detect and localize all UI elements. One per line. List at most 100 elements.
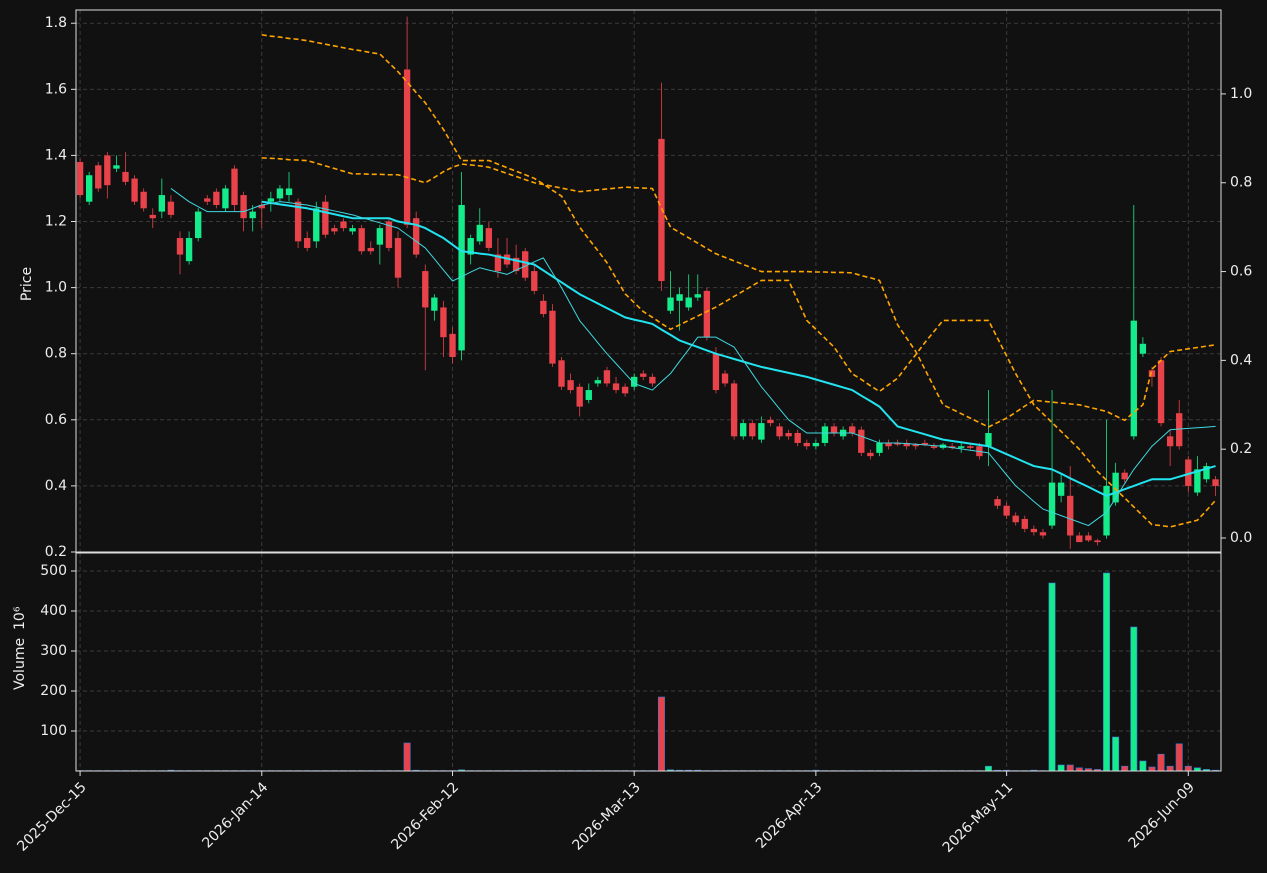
volume-bar [1103, 572, 1111, 772]
y2-tick-label: 0.8 [1230, 175, 1252, 191]
candle-body [849, 426, 856, 434]
candle-body [431, 297, 438, 311]
candle-body [185, 238, 193, 262]
candle-body [985, 433, 992, 447]
candle-body [204, 198, 211, 202]
volume-bar [1057, 764, 1065, 772]
candle-body [104, 155, 111, 186]
x-tick-label: 2026-Feb-12 [388, 779, 462, 853]
candle-body [485, 228, 493, 248]
volume-panel-frame [75, 552, 1222, 772]
indicator-line [261, 157, 1216, 428]
candle-body [694, 294, 701, 298]
candle-body [1148, 370, 1156, 377]
candle-body [331, 228, 338, 232]
y-tick-label: 1.8 [45, 15, 67, 31]
candle-body [140, 191, 147, 209]
candle-body [267, 198, 275, 202]
y2-tick-label: 0.0 [1230, 530, 1252, 546]
candle-body [594, 380, 602, 384]
volume-bar [1066, 764, 1074, 772]
candle-body [712, 353, 720, 391]
candle-body [258, 204, 265, 209]
candle-body [358, 228, 365, 252]
volume-bar [1139, 760, 1147, 772]
candle-body [867, 452, 874, 457]
candle-body [467, 238, 474, 255]
candle-body [921, 442, 929, 445]
candle-body [758, 423, 765, 440]
candle-body [631, 376, 638, 387]
candle-body [667, 297, 674, 311]
candle-body [585, 390, 592, 400]
candle-body [603, 370, 611, 384]
candle-body [821, 426, 829, 443]
candle-body [1176, 413, 1183, 447]
candle-body [958, 446, 965, 448]
candle-body [540, 300, 547, 315]
candle-body [558, 360, 565, 387]
candle-body [830, 426, 838, 434]
y2-tick-label: 0.6 [1230, 264, 1252, 280]
x-tick-label: 2026-Apr-13 [753, 779, 826, 852]
candle-body [894, 442, 901, 445]
candle-body [703, 290, 711, 338]
y2-tick-label: 0.4 [1230, 352, 1252, 368]
candle-body [522, 251, 529, 278]
volume-bar [984, 765, 992, 772]
candle-body [122, 171, 129, 182]
volume-bar [1175, 743, 1183, 772]
y-tick-label: 0.4 [45, 478, 67, 494]
candle-body [304, 238, 311, 248]
candle-body [612, 383, 620, 391]
volume-tick-label: 300 [40, 643, 67, 659]
candle-body [512, 257, 520, 272]
volume-axis-label: Volume [12, 638, 28, 690]
candle-body [458, 204, 465, 351]
y-tick-label: 1.4 [45, 147, 67, 163]
candle-body [176, 238, 184, 255]
y2-tick-label: 1.0 [1230, 86, 1252, 102]
volume-bar [1157, 753, 1165, 772]
candle-body [658, 138, 665, 281]
volume-exponent: 10⁶ [12, 606, 28, 630]
candle-body [1194, 469, 1201, 493]
candle-body [885, 442, 892, 447]
candle-body [158, 195, 166, 212]
volume-bar [403, 742, 411, 772]
volume-bar [1184, 765, 1192, 772]
candle-body [167, 201, 175, 215]
candle-body [740, 423, 747, 437]
candle-body [240, 195, 247, 219]
candle-body [422, 271, 429, 308]
candle-body [313, 208, 320, 242]
y2-tick-label: 0.2 [1230, 441, 1252, 457]
candle-body [794, 433, 801, 443]
candle-body [812, 442, 820, 447]
candle-body [721, 373, 729, 384]
candle-body [1067, 495, 1074, 536]
volume-bar [1121, 765, 1129, 772]
candle-body [1012, 515, 1019, 523]
indicator-line [261, 200, 1216, 497]
candle-body [1030, 528, 1038, 533]
candle-body [803, 442, 810, 447]
candle-body [1039, 532, 1047, 536]
x-tick-label: 2026-May-11 [940, 779, 1017, 856]
candle-body [1021, 518, 1028, 529]
candle-body [767, 419, 774, 424]
candle-body [367, 247, 374, 252]
candle-body [531, 271, 538, 291]
candle-body [1212, 479, 1219, 486]
candle-body [1121, 472, 1128, 480]
candle-body [640, 373, 647, 377]
volume-bar [1048, 582, 1056, 772]
x-tick-label: 2025-Dec-15 [14, 779, 89, 854]
candle-body [567, 380, 574, 391]
candle-body [1166, 436, 1174, 447]
candle-body [385, 221, 393, 248]
candle-body [1157, 360, 1165, 424]
price-panel-frame [75, 9, 1222, 553]
candle-body [249, 211, 256, 219]
candle-body [1103, 485, 1110, 536]
